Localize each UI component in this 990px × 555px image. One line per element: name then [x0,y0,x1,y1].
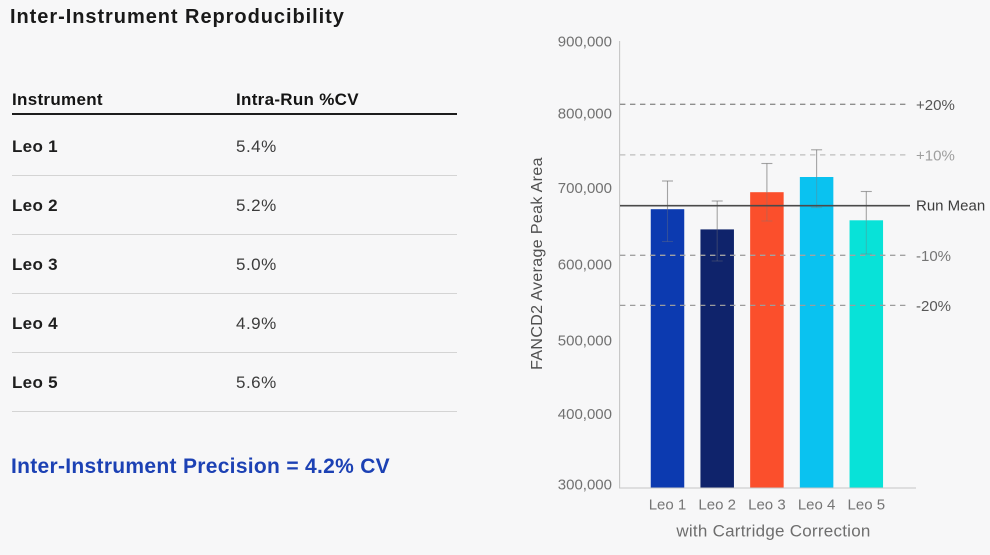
svg-text:FANCD2 Average Peak Area: FANCD2 Average Peak Area [529,157,546,370]
svg-text:800,000: 800,000 [558,106,612,123]
svg-text:400,000: 400,000 [558,406,612,423]
svg-text:Leo 3: Leo 3 [748,497,786,514]
svg-text:-20%: -20% [916,298,951,315]
svg-text:-10%: -10% [916,248,951,265]
svg-text:+20%: +20% [916,97,955,114]
svg-text:Run Mean: Run Mean [916,198,985,215]
svg-text:+10%: +10% [916,148,955,165]
svg-text:Leo 4: Leo 4 [798,497,836,514]
svg-text:Leo 2: Leo 2 [698,497,736,514]
svg-text:600,000: 600,000 [558,257,612,274]
svg-text:Leo 1: Leo 1 [649,497,687,514]
svg-text:700,000: 700,000 [558,180,612,197]
svg-text:300,000: 300,000 [558,477,612,494]
svg-text:900,000: 900,000 [558,34,612,51]
svg-text:Leo 5: Leo 5 [848,497,886,514]
svg-text:with Cartridge Correction: with Cartridge Correction [675,522,870,541]
svg-text:500,000: 500,000 [558,333,612,350]
